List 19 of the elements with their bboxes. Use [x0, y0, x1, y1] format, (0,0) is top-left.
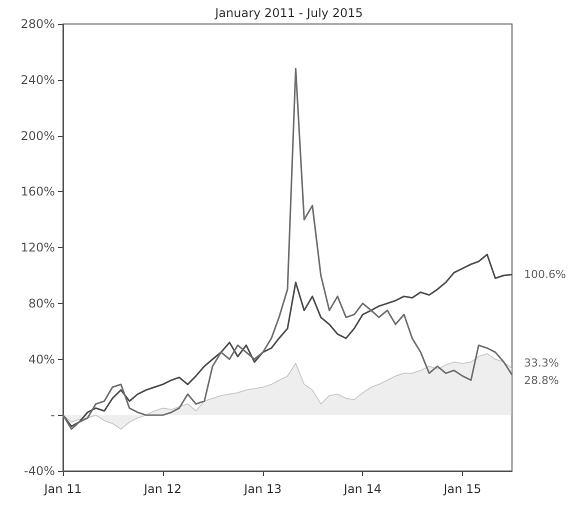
y-tick-label: 200% — [20, 128, 55, 143]
annotation: 28.8% — [524, 374, 559, 387]
y-tick-label: 80% — [28, 296, 55, 310]
y-tick-label: 120% — [20, 240, 55, 254]
chart-title: January 2011 - July 2015 — [214, 6, 363, 20]
x-tick-label: Jan 11 — [43, 482, 82, 496]
y-tick-label: 160% — [20, 184, 55, 199]
line-series — [62, 68, 513, 430]
x-tick-label: Jan 15 — [442, 482, 482, 496]
x-tick-label: Jan 13 — [243, 482, 282, 496]
y-tick-label: -40% — [24, 464, 55, 478]
y-tick-label: 40% — [28, 352, 55, 366]
y-tick-label: 280% — [20, 17, 55, 31]
y-tick-label: 240% — [20, 72, 55, 87]
x-tick-label: Jan 14 — [342, 482, 382, 496]
annotation: 100.6% — [524, 268, 566, 282]
y-tick-label: - — [50, 408, 55, 422]
x-tick-label: Jan 12 — [143, 482, 182, 496]
annotation: 33.3% — [524, 356, 559, 370]
